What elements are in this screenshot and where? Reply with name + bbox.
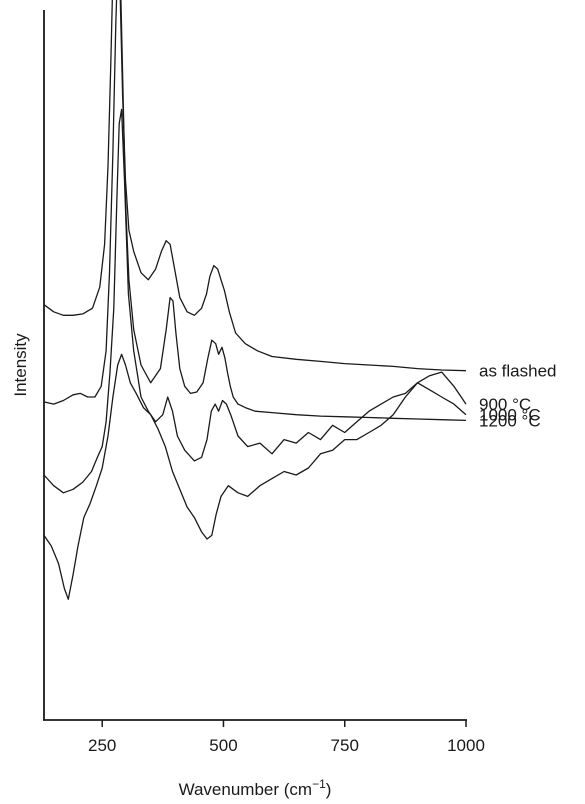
series-line-2 [43,0,467,422]
series-label-2: 1200 °C [479,411,541,430]
series-traces [43,0,467,600]
x-axis-label: Wavenumber (cm−1) [179,777,332,799]
series-label-1: as flashed [479,362,557,381]
series-line-3 [43,108,467,494]
series-line-1 [43,0,467,372]
x-tick-label-250: 250 [88,736,116,755]
x-tick-label-1000: 1000 [447,736,485,755]
x-axis-ticks: 250 500 750 1000 [88,720,485,755]
x-tick-label-500: 500 [209,736,237,755]
series-line-4 [43,353,467,600]
series-label-3: 1000 °C [479,406,541,425]
series-label-4: 900 °C [479,395,531,414]
x-tick-label-750: 750 [331,736,359,755]
y-axis-label: Intensity [11,333,30,397]
